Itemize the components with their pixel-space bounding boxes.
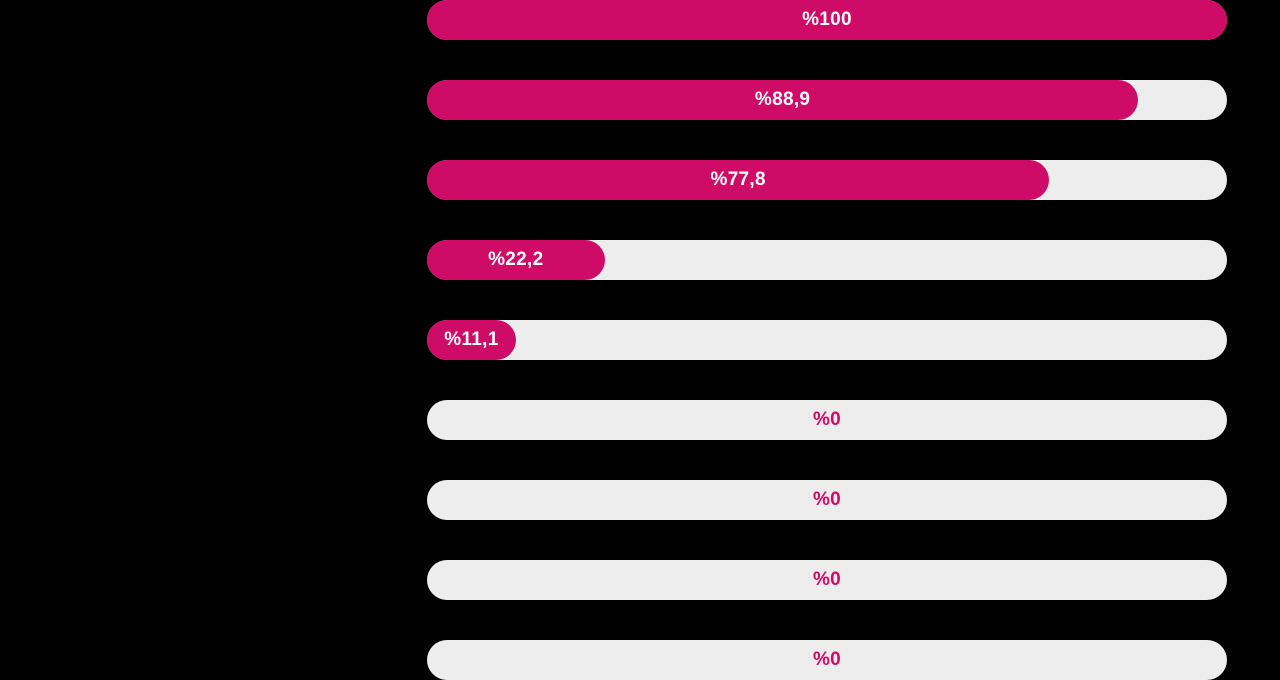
bar-row: %88,9: [427, 80, 1227, 120]
bar-value-label: %11,1: [444, 329, 499, 350]
bar-fill: %88,9: [427, 80, 1139, 120]
bar-row: %0: [427, 560, 1227, 600]
bar-value-label: %0: [812, 489, 842, 510]
bar-track: [427, 400, 1227, 440]
bar-value-label: %88,9: [754, 89, 811, 110]
bar-track: [427, 640, 1227, 680]
bar-row: %0: [427, 480, 1227, 520]
bar-value-label: %0: [812, 409, 842, 430]
bar-value-label: %0: [812, 569, 842, 590]
bar-row: %77,8: [427, 160, 1227, 200]
bar-fill: %100: [427, 0, 1227, 40]
bar-value-label: %77,8: [710, 169, 766, 190]
bar-fill: %11,1: [427, 320, 516, 360]
bar-track: [427, 480, 1227, 520]
bar-track: [427, 560, 1227, 600]
bar-row: %0: [427, 400, 1227, 440]
bar-value-label: %100: [802, 9, 852, 30]
bar-fill: %77,8: [427, 160, 1050, 200]
bar-value-label: %0: [812, 649, 842, 670]
bar-row: %0: [427, 640, 1227, 680]
bar-row: %100: [427, 0, 1227, 40]
bar-row: %11,1: [427, 320, 1227, 360]
bar-track: [427, 320, 1227, 360]
bar-row: %22,2: [427, 240, 1227, 280]
bar-fill: %22,2: [427, 240, 605, 280]
bar-value-label: %22,2: [488, 249, 544, 270]
